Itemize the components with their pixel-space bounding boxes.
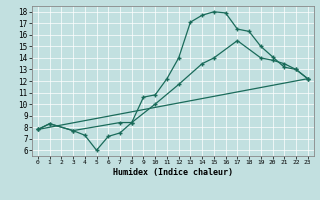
- X-axis label: Humidex (Indice chaleur): Humidex (Indice chaleur): [113, 168, 233, 177]
